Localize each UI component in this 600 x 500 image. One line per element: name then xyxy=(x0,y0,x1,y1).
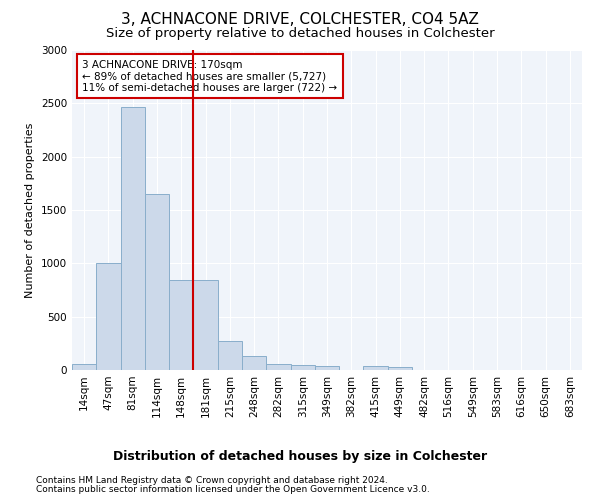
Bar xyxy=(266,364,290,370)
Text: Contains HM Land Registry data © Crown copyright and database right 2024.: Contains HM Land Registry data © Crown c… xyxy=(36,476,388,485)
Bar xyxy=(193,280,218,370)
Bar xyxy=(72,364,96,370)
Bar xyxy=(96,264,121,370)
Bar xyxy=(218,341,242,370)
Bar xyxy=(290,364,315,370)
Bar xyxy=(388,368,412,370)
Text: Size of property relative to detached houses in Colchester: Size of property relative to detached ho… xyxy=(106,28,494,40)
Bar xyxy=(315,366,339,370)
Text: Contains public sector information licensed under the Open Government Licence v3: Contains public sector information licen… xyxy=(36,484,430,494)
Bar xyxy=(364,366,388,370)
Bar xyxy=(169,280,193,370)
Text: 3, ACHNACONE DRIVE, COLCHESTER, CO4 5AZ: 3, ACHNACONE DRIVE, COLCHESTER, CO4 5AZ xyxy=(121,12,479,28)
Text: Distribution of detached houses by size in Colchester: Distribution of detached houses by size … xyxy=(113,450,487,463)
Y-axis label: Number of detached properties: Number of detached properties xyxy=(25,122,35,298)
Bar xyxy=(121,106,145,370)
Text: 3 ACHNACONE DRIVE: 170sqm
← 89% of detached houses are smaller (5,727)
11% of se: 3 ACHNACONE DRIVE: 170sqm ← 89% of detac… xyxy=(82,60,337,93)
Bar xyxy=(145,194,169,370)
Bar xyxy=(242,356,266,370)
